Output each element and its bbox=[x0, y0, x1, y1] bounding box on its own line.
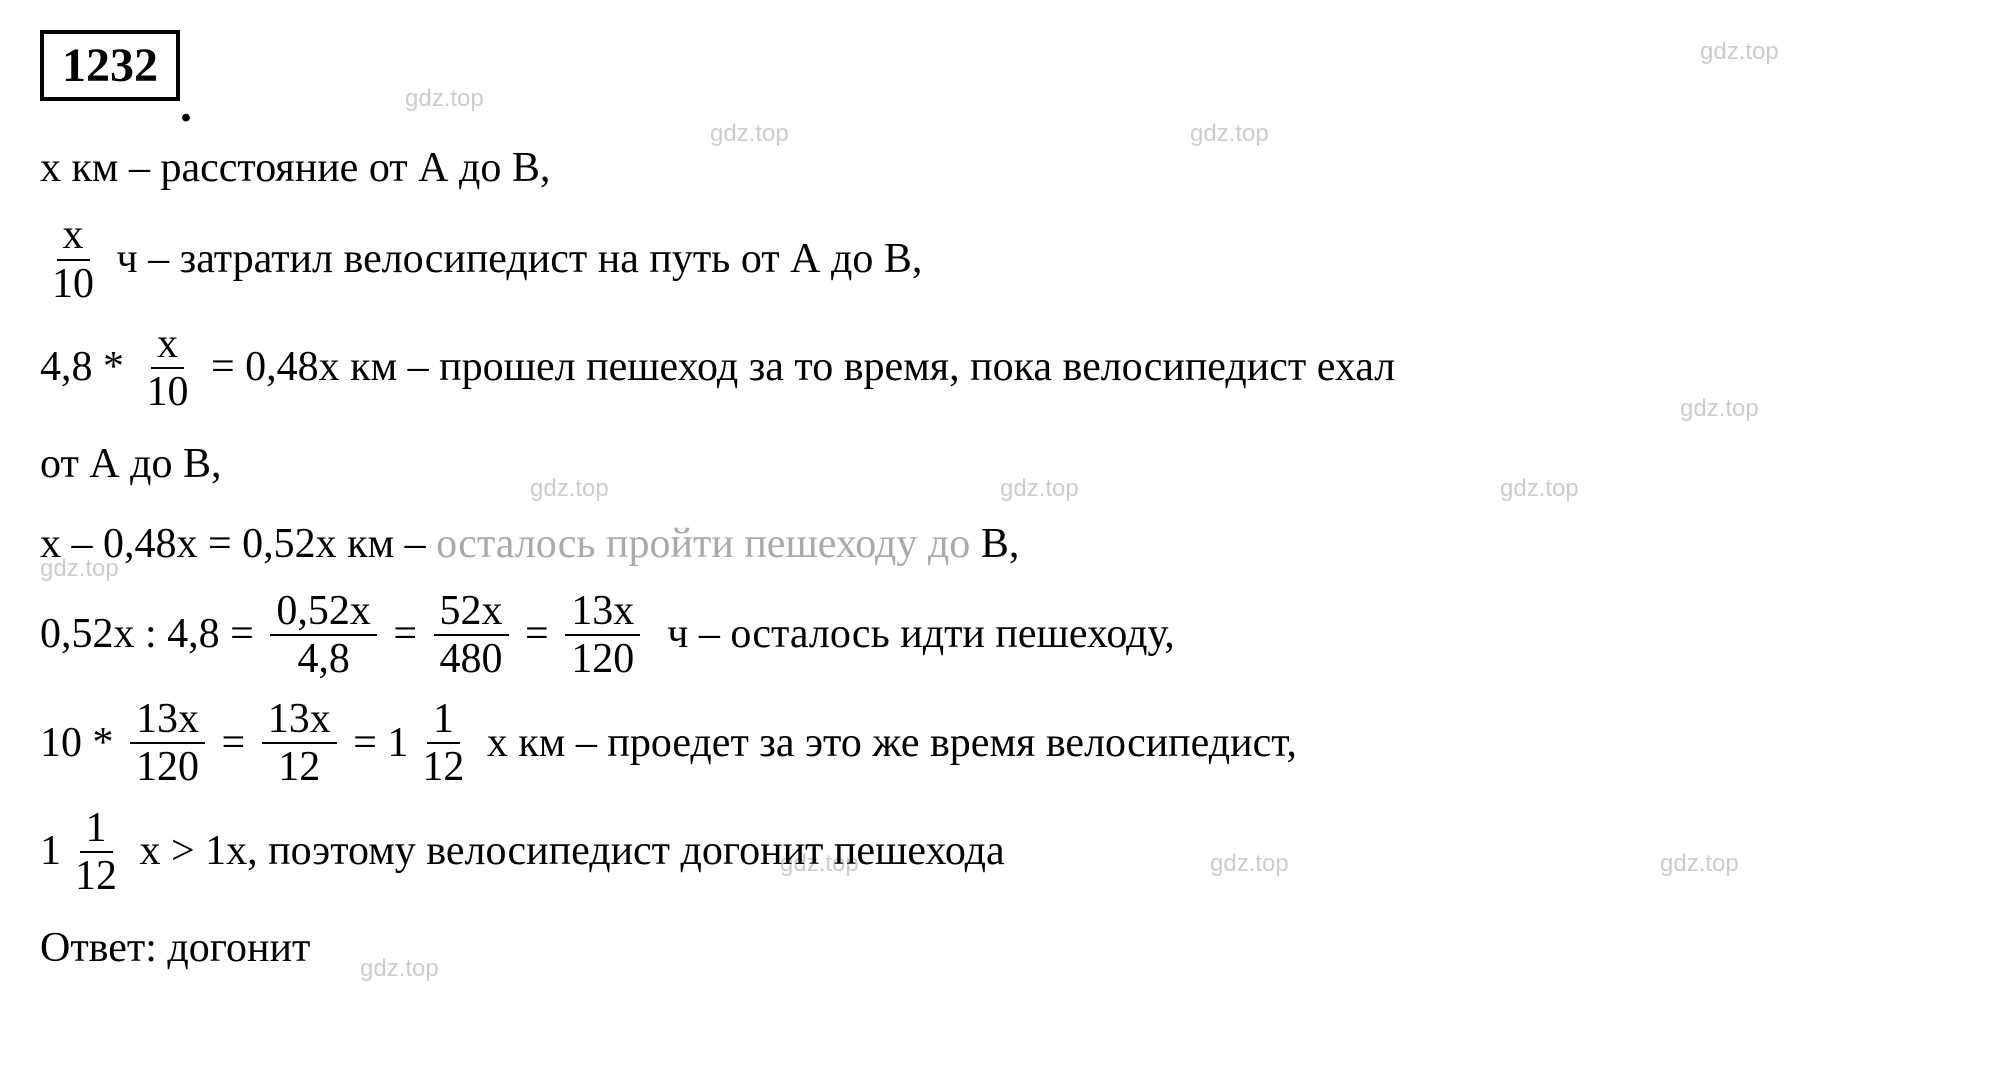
eq: = bbox=[383, 599, 428, 670]
frac-den: 10 bbox=[141, 369, 195, 415]
frac-den: 12 bbox=[69, 853, 123, 899]
mixed-whole: 1 bbox=[387, 708, 408, 779]
line-3b-text: от А до В, bbox=[40, 429, 222, 500]
line-6: 10 * 13х 120 = 13х 12 = 1 1 12 х км – пр… bbox=[40, 696, 1950, 790]
frac-num: 52х bbox=[434, 588, 509, 636]
line-4: х – 0,48х = 0,52х км – осталось пройти п… bbox=[40, 509, 1950, 580]
frac-den: 12 bbox=[272, 744, 326, 790]
line-7-post: х > 1х, поэтому велосипедист догонит пеш… bbox=[129, 816, 1005, 887]
frac-den: 120 bbox=[130, 744, 205, 790]
frac-num: 0,52х bbox=[270, 588, 377, 636]
problem-number-box: 1232 bbox=[40, 30, 180, 101]
fraction-13x-120: 13х 120 bbox=[565, 588, 640, 682]
mixed-frac: 1 12 bbox=[69, 805, 123, 899]
frac-num: х bbox=[151, 321, 184, 369]
frac-den: 4,8 bbox=[291, 636, 356, 682]
fraction-52x-480: 52х 480 bbox=[434, 588, 509, 682]
frac-num: 1 bbox=[80, 805, 113, 853]
line-3: 4,8 * х 10 = 0,48х км – прошел пешеход з… bbox=[40, 321, 1950, 415]
line-2-text: ч – затратил велосипедист на путь от А д… bbox=[106, 224, 922, 295]
line-6-pre: 10 * bbox=[40, 708, 124, 779]
line-3-pre: 4,8 * bbox=[40, 332, 135, 403]
frac-den: 480 bbox=[434, 636, 509, 682]
mixed-whole: 1 bbox=[40, 816, 61, 887]
frac-num: 13х bbox=[262, 696, 337, 744]
line-5: 0,52х : 4,8 = 0,52х 4,8 = 52х 480 = 13х … bbox=[40, 588, 1950, 682]
mixed-frac: 1 12 bbox=[416, 696, 470, 790]
period: . bbox=[180, 79, 192, 132]
frac-num: 13х bbox=[130, 696, 205, 744]
line-4-part1: х – 0,48х = 0,52х км – bbox=[40, 509, 436, 580]
frac-den: 12 bbox=[416, 744, 470, 790]
frac-den: 120 bbox=[565, 636, 640, 682]
eq: = bbox=[515, 599, 560, 670]
line-7: 1 1 12 х > 1х, поэтому велосипедист дого… bbox=[40, 805, 1950, 899]
eq: = bbox=[211, 708, 256, 779]
line-4-part2: В, bbox=[970, 509, 1019, 580]
answer-text: Ответ: догонит bbox=[40, 913, 310, 984]
eq: = bbox=[343, 708, 388, 779]
frac-num: 1 bbox=[427, 696, 460, 744]
line-3-post: = 0,48х км – прошел пешеход за то время,… bbox=[201, 332, 1396, 403]
line-5-post: ч – осталось идти пешеходу, bbox=[646, 599, 1175, 670]
fraction-13x-12: 13х 12 bbox=[262, 696, 337, 790]
line-4-faded: осталось пройти пешеходу до bbox=[436, 509, 970, 580]
fraction-x-10-b: х 10 bbox=[141, 321, 195, 415]
frac-num: х bbox=[57, 212, 90, 260]
line-6-post: х км – проедет за это же время велосипед… bbox=[476, 708, 1297, 779]
fraction-13x-120-b: 13х 120 bbox=[130, 696, 205, 790]
line-2: х 10 ч – затратил велосипедист на путь о… bbox=[40, 212, 1950, 306]
mixed-1-1-12: 1 1 12 bbox=[387, 696, 476, 790]
problem-header: 1232. bbox=[40, 30, 1950, 133]
line-1-text: х км – расстояние от А до В, bbox=[40, 133, 550, 204]
line-3b: от А до В, bbox=[40, 429, 1950, 500]
line-1: х км – расстояние от А до В, bbox=[40, 133, 1950, 204]
line-5-pre: 0,52х : 4,8 = bbox=[40, 599, 264, 670]
line-8-answer: Ответ: догонит bbox=[40, 913, 1950, 984]
fraction-052x-48: 0,52х 4,8 bbox=[270, 588, 377, 682]
frac-num: 13х bbox=[565, 588, 640, 636]
fraction-x-10: х 10 bbox=[46, 212, 100, 306]
mixed-1-1-12-b: 1 1 12 bbox=[40, 805, 129, 899]
frac-den: 10 bbox=[46, 261, 100, 307]
